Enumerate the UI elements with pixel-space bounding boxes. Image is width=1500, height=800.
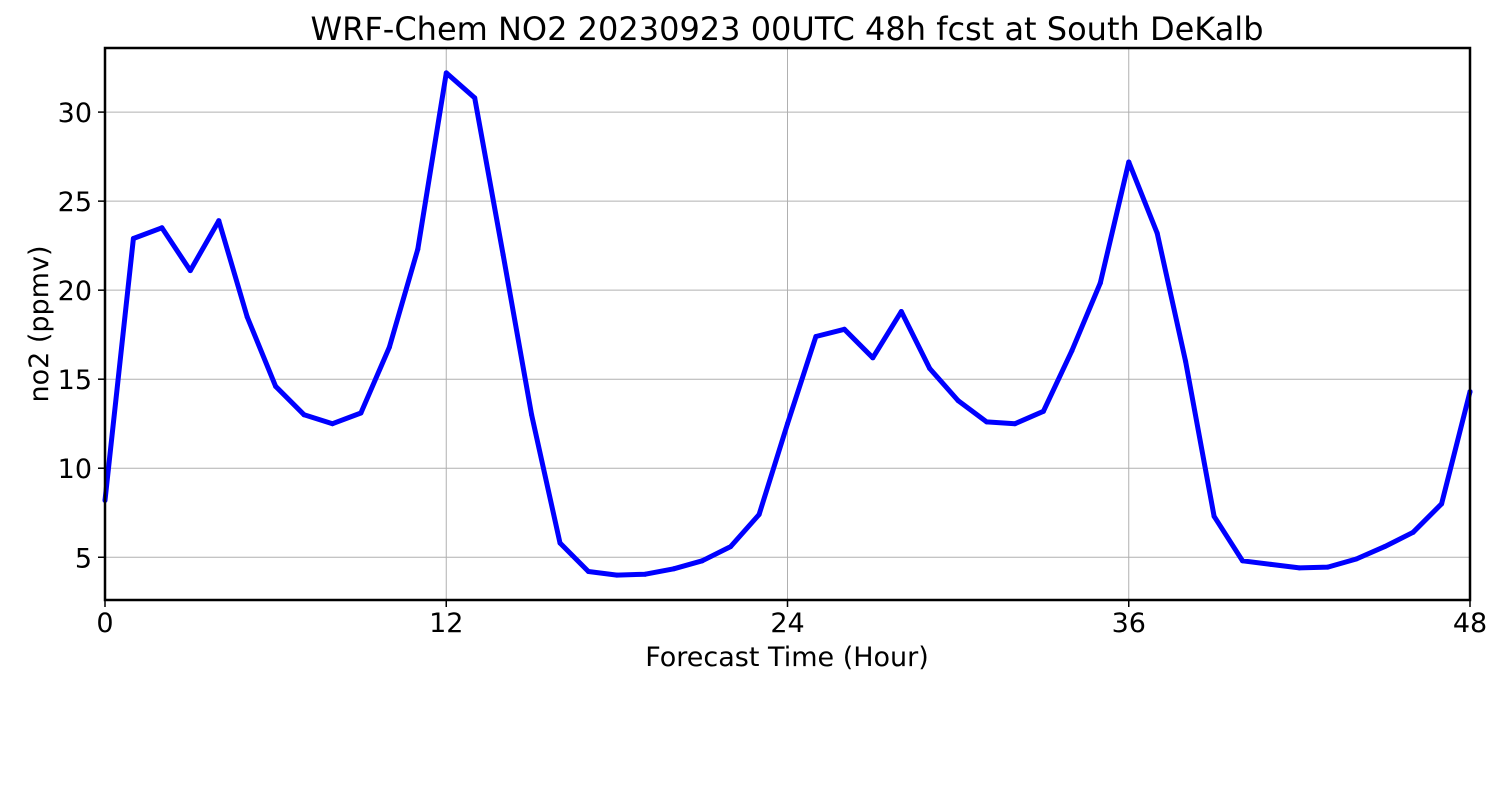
data-point [984, 419, 990, 425]
data-point [301, 412, 307, 418]
data-point [1439, 501, 1445, 507]
y-tick-label: 15 [58, 365, 92, 396]
data-point [671, 566, 677, 572]
y-tick-label: 5 [75, 543, 92, 574]
data-point [130, 236, 136, 241]
data-point [159, 225, 165, 231]
data-point [1325, 564, 1331, 570]
data-point [1211, 513, 1217, 519]
data-point [1183, 358, 1189, 364]
x-tick-label: 24 [770, 608, 804, 639]
data-point [1382, 544, 1388, 550]
y-tick-label: 30 [58, 98, 92, 129]
x-tick-label: 0 [96, 608, 113, 639]
data-point [955, 398, 961, 404]
data-point [699, 558, 705, 564]
data-point [386, 344, 392, 350]
data-point [785, 421, 790, 427]
data-point [500, 252, 506, 258]
y-axis-label: no2 (ppmv) [24, 245, 55, 402]
chart-title: WRF-Chem NO2 20230923 00UTC 48h fcst at … [311, 10, 1264, 48]
data-point [1154, 230, 1160, 236]
data-point [1410, 529, 1416, 535]
data-point [756, 512, 762, 517]
x-axis-label: Forecast Time (Hour) [645, 642, 929, 673]
axis-ticks: 5 10 15 20 25 30 0 12 24 36 48 [58, 98, 1488, 639]
data-point [585, 569, 591, 574]
data-point [1069, 348, 1075, 354]
data-point [813, 334, 819, 339]
data-point [415, 246, 421, 252]
data-point [1097, 280, 1103, 286]
data-point [870, 355, 876, 361]
x-tick-label: 12 [429, 608, 463, 639]
y-tick-label: 20 [58, 276, 92, 307]
data-point [1296, 565, 1302, 571]
y-tick-label: 25 [58, 187, 92, 218]
data-point [1268, 561, 1274, 567]
x-tick-label: 48 [1453, 608, 1487, 639]
data-point [244, 314, 250, 320]
data-point [841, 326, 847, 332]
data-point [187, 268, 193, 274]
data-point [529, 412, 535, 418]
data-point [557, 540, 563, 546]
data-point [614, 572, 620, 578]
data-point [898, 309, 904, 314]
data-point [273, 383, 279, 389]
x-tick-label: 36 [1112, 608, 1146, 639]
data-point [216, 218, 222, 224]
data-point [472, 95, 478, 101]
data-point [443, 70, 449, 76]
data-point [1353, 556, 1359, 562]
data-point [358, 410, 364, 416]
data-point [1012, 421, 1018, 427]
y-tick-label: 10 [58, 454, 92, 485]
data-point [330, 421, 335, 427]
data-point [728, 544, 734, 550]
data-point [927, 366, 933, 371]
data-point [1240, 558, 1245, 564]
data-point [642, 571, 648, 577]
data-point [1126, 159, 1132, 165]
data-point [1040, 408, 1046, 414]
